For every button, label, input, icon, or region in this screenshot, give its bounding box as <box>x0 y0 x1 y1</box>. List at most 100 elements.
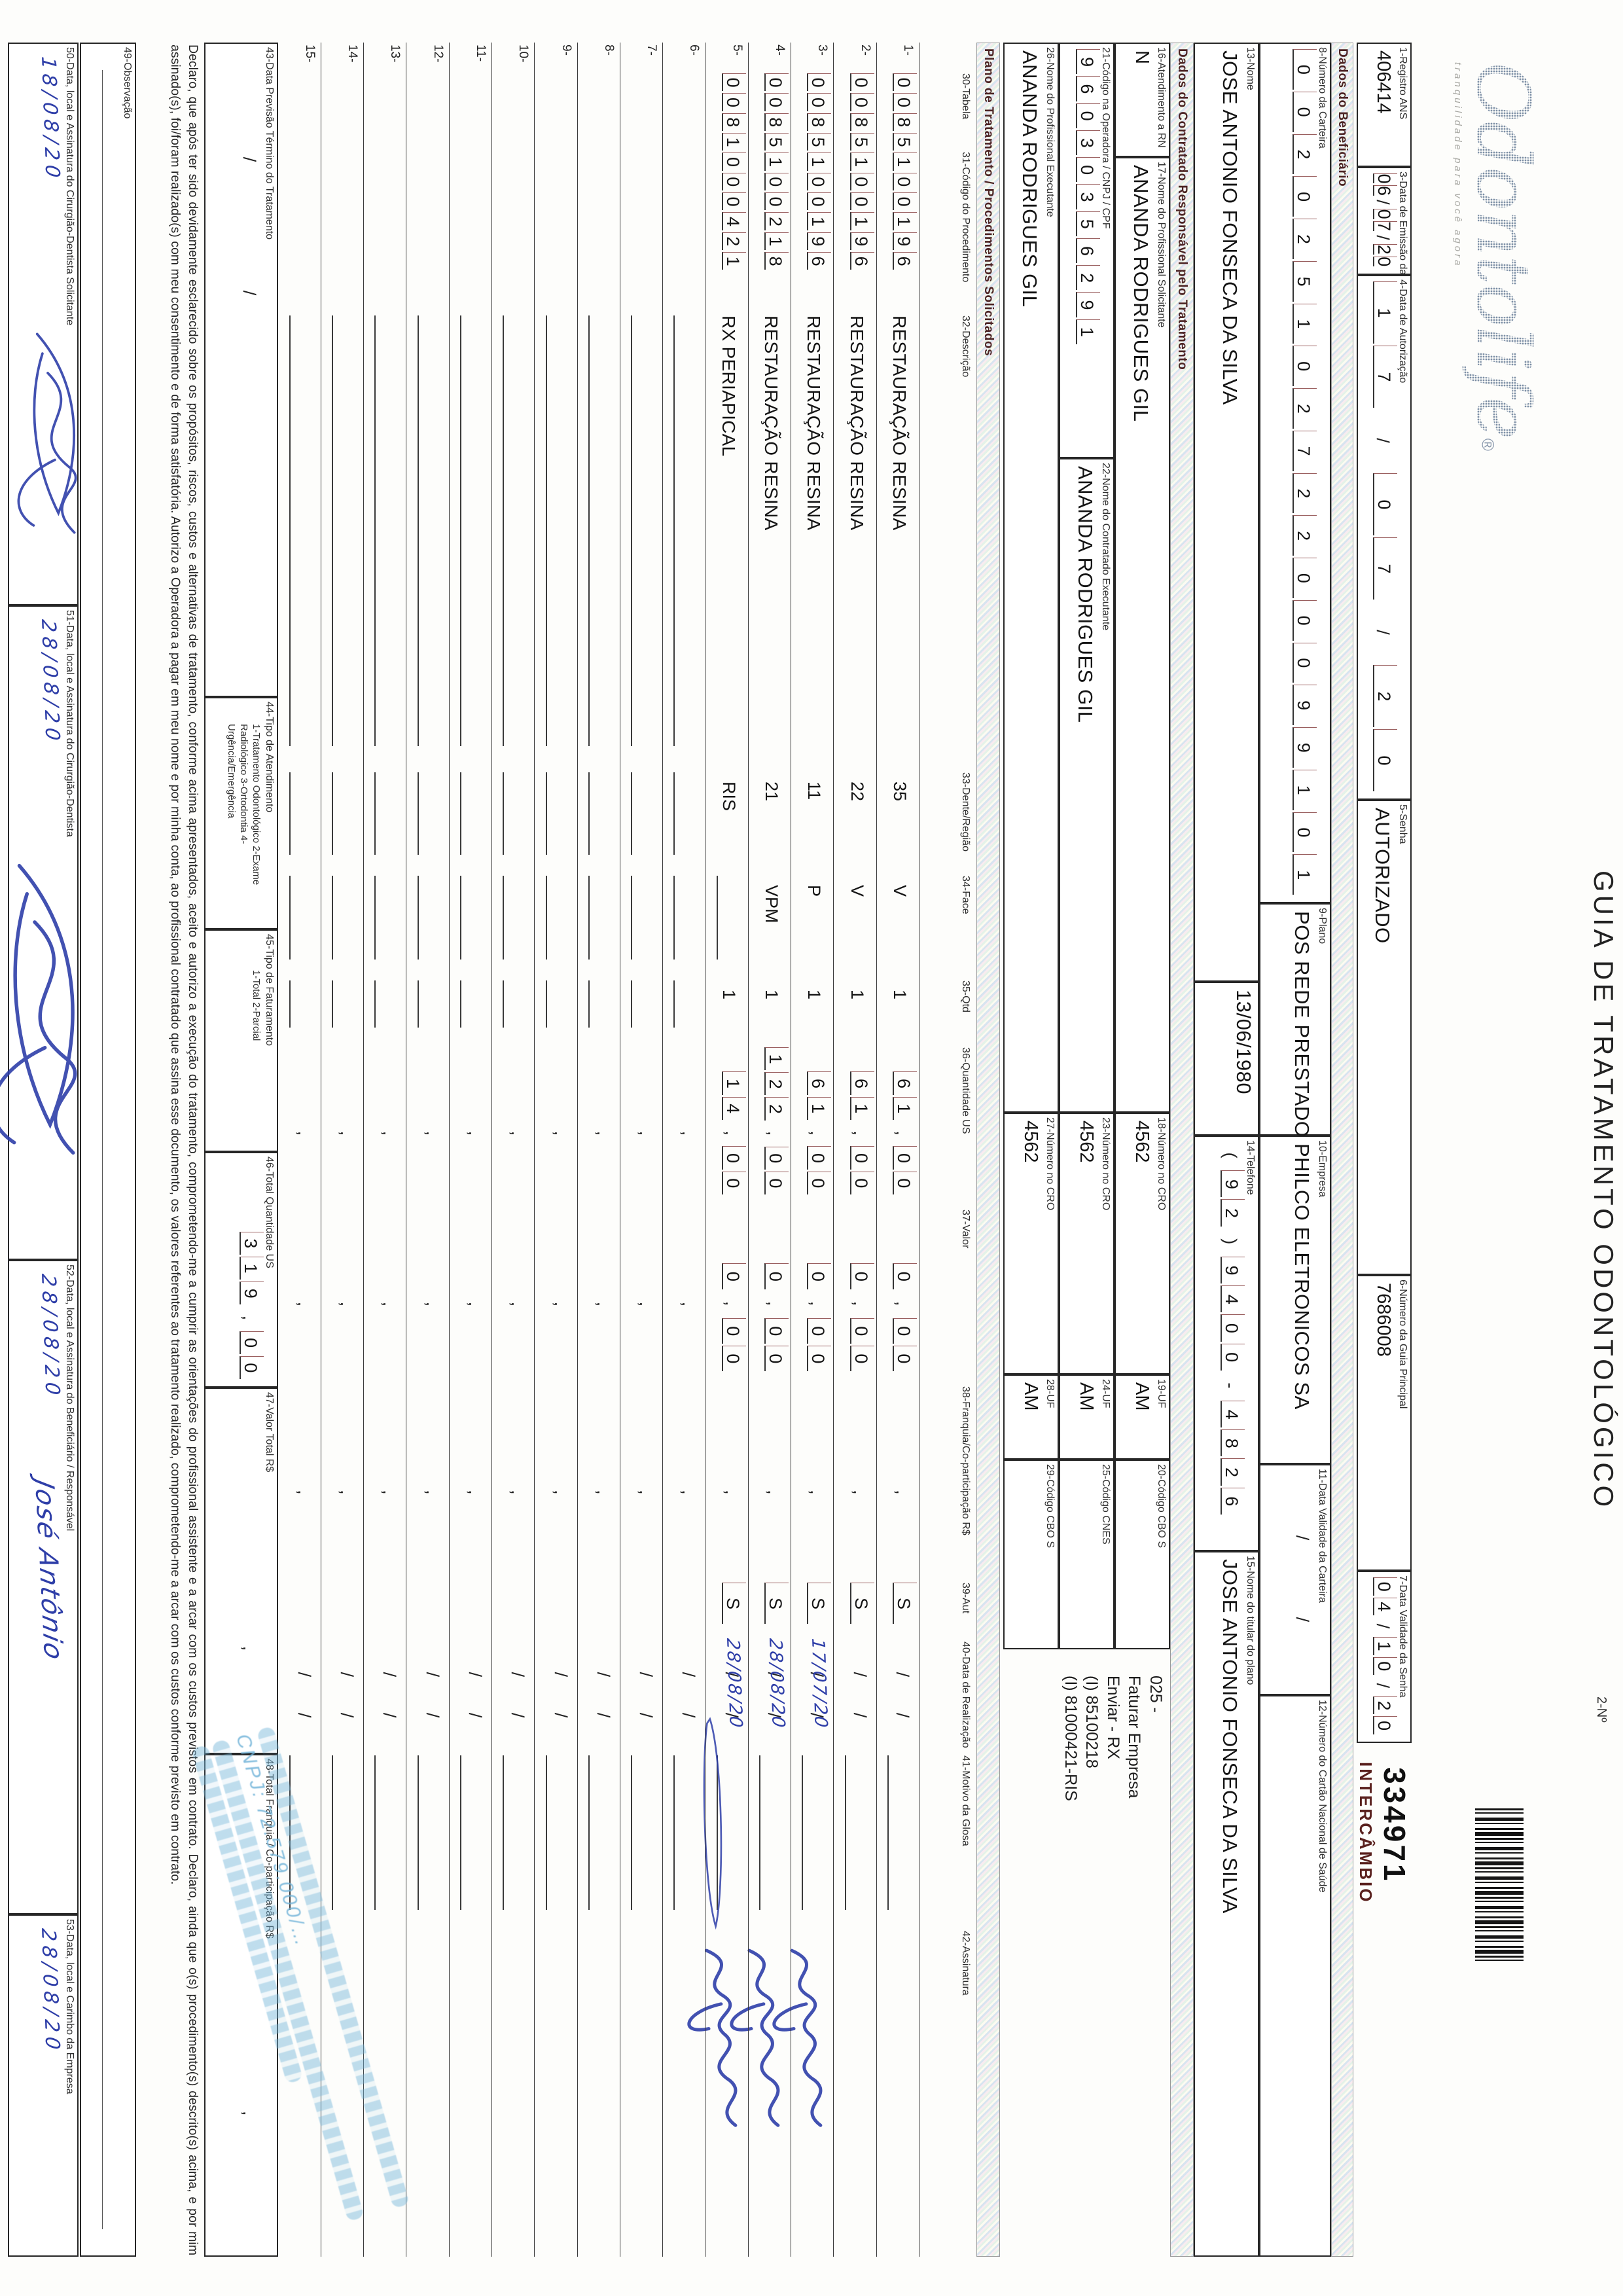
field-51: 51-Data, local e Assinatura do Cirurgião… <box>0 605 79 1260</box>
aut-cell: S <box>718 1583 747 1626</box>
field-18-label: 18-Número no CRO <box>1156 1117 1167 1211</box>
digit-cell <box>337 192 360 209</box>
digit-cell: 2 <box>1221 1199 1245 1227</box>
digit-cell <box>551 1696 574 1708</box>
digit-cell <box>679 1097 702 1120</box>
digit-cell <box>850 1236 873 1261</box>
digit-cell: 6 <box>807 1071 832 1095</box>
digit-cell <box>423 251 446 269</box>
field-6: 6-Número da Guia Principal 7686008 <box>1357 1275 1412 1571</box>
digit-cell <box>551 152 574 170</box>
digit-cell <box>764 272 787 289</box>
digit-cell: , <box>550 1130 571 1136</box>
digit-cell <box>380 1417 402 1446</box>
digit-cell: 6 <box>1076 238 1100 264</box>
digit-cell: 0 <box>1293 642 1317 683</box>
field-10-label: 10-Empresa <box>1317 1140 1328 1198</box>
field-13-value: JOSE ANTONIO FONSECA DA SILVA <box>1219 50 1241 405</box>
field-44: 44-Tipo de Atendimento 1-Tratamento Odont… <box>204 697 278 929</box>
realization-date: / / <box>333 1641 362 1750</box>
digit-cell: , <box>465 1130 485 1136</box>
field-23: 23-Número no CRO 4562 <box>1059 1113 1115 1374</box>
procedure-code <box>291 73 319 310</box>
digit-cell <box>679 93 702 111</box>
digit-cell <box>679 1386 702 1415</box>
digit-cell <box>294 152 317 170</box>
field-53: 53-Data, local e Carimbo da Empresa 28/08… <box>8 1914 79 2257</box>
field-26-value: ANANDA RODRIGUES GIL <box>1018 50 1041 308</box>
procedure-code-cells <box>590 73 618 310</box>
digit-cell: / <box>465 1712 485 1718</box>
digit-cell <box>679 1509 702 1537</box>
digit-cell <box>240 1183 262 1205</box>
tooth-region-line <box>460 772 488 855</box>
digit-cell <box>465 1210 488 1235</box>
digit-cell <box>551 1172 574 1194</box>
procedure-code <box>461 73 490 310</box>
digit-cell: 0 <box>807 1146 832 1170</box>
digit-cell: 5 <box>893 132 917 151</box>
field-12: 12-Número do Cartão Nacional de Saúde <box>1259 1695 1331 2257</box>
digit-cell: 0 <box>1373 1716 1397 1734</box>
digit-cell <box>465 152 488 170</box>
aut-flag <box>590 1583 618 1626</box>
digit-cell: 9 <box>807 232 832 250</box>
handwritten-signature <box>772 1948 823 2127</box>
digit-cell: 8 <box>1221 1429 1245 1457</box>
digit-cell <box>679 1210 702 1235</box>
digit-cell <box>807 1047 830 1069</box>
digit-cell <box>294 1097 317 1120</box>
copay: , <box>291 1386 319 1570</box>
digit-cell <box>240 94 262 136</box>
us-quantity-cells: , <box>590 1047 618 1196</box>
digit-cell <box>636 172 659 190</box>
copay: , <box>461 1386 490 1570</box>
tooth-region-line <box>588 772 616 855</box>
digit-cell <box>294 1641 317 1653</box>
digit-cell <box>679 271 702 289</box>
digit-cell: , <box>764 1490 785 1495</box>
aut-cell: S <box>760 1583 789 1626</box>
digit-cell: 6 <box>1076 76 1100 101</box>
digit-cell: , <box>337 1301 357 1307</box>
digit-cell <box>679 1583 702 1624</box>
aut-cell: S <box>889 1583 918 1626</box>
digit-cell <box>594 1264 616 1289</box>
guia-number: 334971 <box>1378 1767 1412 1884</box>
section-beneficiario-label: Dados do Beneficiário <box>1336 48 1349 187</box>
digit-cell: S <box>893 1583 917 1624</box>
realization-date-cells: / / <box>846 1641 875 1750</box>
digit-cell <box>636 1723 659 1735</box>
aut-cell <box>504 1583 533 1626</box>
digit-cell: , <box>764 1130 785 1136</box>
digit-cell <box>337 1736 360 1748</box>
us-quantity-cells: , <box>547 1047 576 1196</box>
digit-cell <box>594 291 616 308</box>
digit-cell: 2 <box>1293 388 1317 429</box>
digit-cell: / <box>508 1672 528 1677</box>
digit-cell: 0 <box>1373 1657 1397 1676</box>
digit-cell <box>551 1447 574 1476</box>
value-cells: , <box>333 1210 362 1373</box>
digit-cell: 5 <box>1293 260 1317 302</box>
digit-cell <box>722 1047 745 1069</box>
glosa-line <box>802 1755 830 1910</box>
digit-cell <box>337 1237 360 1263</box>
row-number: 11- <box>474 45 488 62</box>
digit-cell <box>337 1264 360 1289</box>
digit-cell <box>380 1264 402 1289</box>
digit-cell: 0 <box>1293 346 1317 386</box>
field-12-label: 12-Número do Cartão Nacional de Saúde <box>1317 1700 1328 1893</box>
field-47: 47-Valor Total R$ , <box>204 1388 278 1754</box>
digit-cell: , <box>294 1490 314 1495</box>
digit-cell <box>380 211 402 229</box>
digit-cell <box>594 1736 616 1748</box>
realization-date: / / <box>846 1641 875 1750</box>
digit-cell <box>636 1237 659 1263</box>
digit-cell <box>465 1237 488 1263</box>
digit-cell <box>337 1641 360 1653</box>
